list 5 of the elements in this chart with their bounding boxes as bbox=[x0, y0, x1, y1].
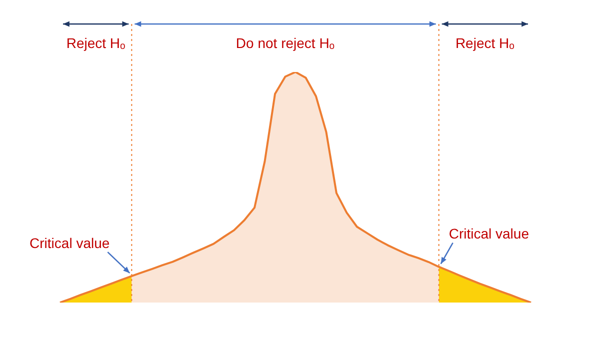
text: Do not reject Hₒ bbox=[236, 34, 335, 51]
annotation: Critical value bbox=[30, 234, 110, 251]
annotation: Critical value bbox=[448, 226, 530, 242]
text: Reject Hₒ bbox=[455, 34, 514, 51]
text: Reject Hₒ bbox=[66, 34, 126, 51]
